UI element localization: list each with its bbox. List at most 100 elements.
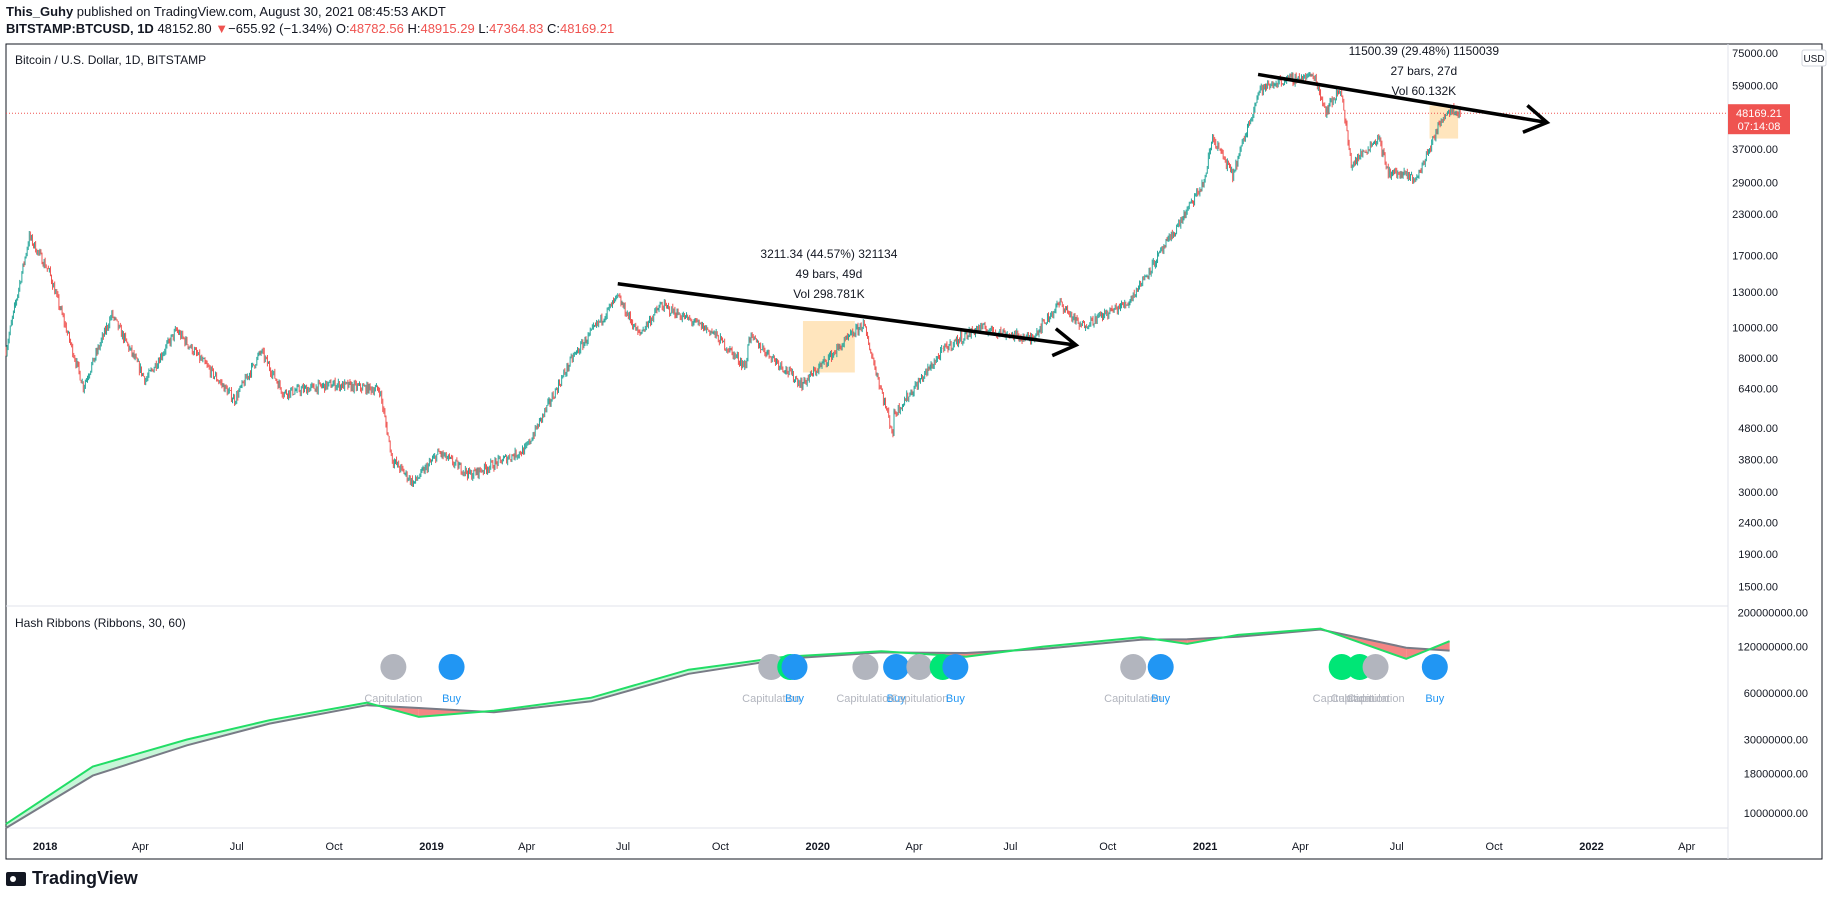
time-tick-label: Apr — [132, 841, 149, 853]
capitulation-signal — [758, 654, 785, 680]
tradingview-logo-icon — [6, 871, 26, 886]
change-arrow-icon: ▼ — [215, 21, 229, 36]
indicator-tick-label: 120000000.00 — [1738, 642, 1808, 654]
current-price-badge — [1728, 104, 1790, 135]
publish-info: This_Guhy published on TradingView.com, … — [6, 4, 446, 19]
indicator-tick-label: 18000000.00 — [1744, 769, 1808, 781]
price-tick-label: 17000.00 — [1732, 250, 1778, 262]
recovery-label: Capitulation — [1313, 693, 1371, 705]
buy-label: Buy — [1151, 693, 1170, 705]
tradingview-logo[interactable]: TradingView — [6, 868, 138, 889]
price-tick-label: 6400.00 — [1738, 384, 1778, 396]
time-tick-label: Oct — [1099, 841, 1116, 853]
price-tick-label: 3000.00 — [1738, 487, 1778, 499]
chart-frame — [5, 43, 1823, 860]
recovery-label: Capitulation — [1331, 693, 1389, 705]
price-tick-label: 23000.00 — [1732, 209, 1778, 221]
indicator-axis[interactable]: 200000000.00 120000000.00 60000000.00 30000… — [1738, 607, 1808, 820]
measure-annotation: 27 bars, 27d — [1390, 64, 1457, 78]
currency-label: USD — [1803, 54, 1824, 65]
buy-label: Buy — [785, 693, 804, 705]
buy-signal — [1147, 654, 1174, 680]
time-axis[interactable]: 2018 Apr Jul Oct 2019 Apr Jul Oct 2020 Apr Jul Oct 2… — [33, 841, 1696, 853]
ribbon-fill — [92, 739, 187, 776]
close-value: 48169.21 — [560, 21, 615, 36]
time-tick-label: Jul — [616, 841, 630, 853]
buy-signal — [781, 654, 808, 680]
buy-signal — [942, 654, 969, 680]
main-chart-title: Bitcoin / U.S. Dollar, 1D, BITSTAMP — [15, 53, 206, 67]
measure-box — [1429, 105, 1459, 139]
time-tick-label: Oct — [326, 841, 343, 853]
time-tick-label: Jul — [1390, 841, 1404, 853]
buy-label: Buy — [1425, 693, 1444, 705]
time-tick-label: 2022 — [1579, 841, 1603, 853]
measure-boxes — [802, 105, 1459, 373]
symbol-name: BITSTAMP:BTCUSD, 1D — [6, 21, 154, 36]
close-label: C: — [547, 21, 561, 36]
buy-label: Buy — [442, 693, 461, 705]
countdown-label: 07:14:08 — [1738, 121, 1781, 133]
time-tick-label: Oct — [1486, 841, 1503, 853]
buy-label: Buy — [946, 693, 965, 705]
capitulation-signal — [906, 654, 933, 680]
measure-box — [802, 321, 855, 373]
buy-signal — [1421, 654, 1448, 680]
annotations: 3211.34 (44.57%) 321134 49 bars, 49d Vol 2… — [760, 44, 1499, 301]
open-value: 48782.56 — [349, 21, 404, 36]
hash-ribbon — [5, 627, 1450, 829]
time-tick-label: 2019 — [419, 841, 443, 853]
candles — [5, 71, 1728, 487]
price-tick-label: 29000.00 — [1732, 177, 1778, 189]
measure-annotation: 11500.39 (29.48%) 1150039 — [1349, 44, 1500, 58]
author-name[interactable]: This_Guhy — [6, 4, 74, 19]
time-tick-label: Apr — [518, 841, 535, 853]
trendline — [1257, 72, 1548, 125]
capitulation-label: Capitulation — [890, 693, 948, 705]
open-label: O: — [335, 21, 350, 36]
capitulation-label: Capitulation — [364, 693, 422, 705]
indicator-tick-label: 10000000.00 — [1744, 808, 1808, 820]
time-tick-label: 2021 — [1193, 841, 1217, 853]
indicator-tick-label: 60000000.00 — [1744, 688, 1808, 700]
price-tick-label: 75000.00 — [1732, 48, 1778, 60]
high-value: 48915.29 — [420, 21, 475, 36]
trendlines[interactable] — [617, 72, 1551, 358]
price-tick-label: 2400.00 — [1738, 517, 1778, 529]
last-price: 48152.80 — [157, 21, 212, 36]
low-value: 47364.83 — [489, 21, 544, 36]
time-tick-label: Apr — [1292, 841, 1309, 853]
capitulation-signal — [1362, 654, 1389, 680]
price-tick-label: 37000.00 — [1732, 144, 1778, 156]
low-label: L: — [478, 21, 490, 36]
price-axis[interactable]: 75000.0059000.0047000.0037000.0029000.00… — [1728, 48, 1790, 594]
price-tick-label: 8000.00 — [1738, 353, 1778, 365]
capitulation-label: Capitulation — [836, 693, 894, 705]
time-tick-label: 2020 — [806, 841, 830, 853]
time-tick-label: Apr — [906, 841, 923, 853]
capitulation-label: Capitulation — [1104, 693, 1162, 705]
price-tick-label: 1500.00 — [1738, 581, 1778, 593]
time-tick-label: Jul — [230, 841, 244, 853]
measure-annotation: 3211.34 (44.57%) 321134 — [760, 247, 897, 261]
currency-button[interactable] — [1801, 49, 1827, 67]
price-tick-label: 1900.00 — [1738, 549, 1778, 561]
ma30-line — [5, 627, 1450, 825]
capitulation-label: Capitulation — [1347, 693, 1405, 705]
price-tick-label: 59000.00 — [1732, 81, 1778, 93]
price-tick-label: 3800.00 — [1738, 455, 1778, 467]
capitulation-signal — [852, 654, 879, 680]
indicator-tick-label: 200000000.00 — [1738, 607, 1808, 619]
indicator-tick-label: 30000000.00 — [1744, 734, 1808, 746]
capitulation-signal — [1120, 654, 1147, 680]
time-tick-label: Oct — [712, 841, 729, 853]
buy-signal — [438, 654, 465, 680]
capitulation-signal — [380, 654, 407, 680]
buy-label: Buy — [887, 693, 906, 705]
capitulation-label: Capitulation — [742, 693, 800, 705]
buy-signal — [883, 654, 910, 680]
trendline-arrow — [1522, 104, 1551, 134]
measure-annotation: Vol 60.132K — [1391, 84, 1456, 98]
